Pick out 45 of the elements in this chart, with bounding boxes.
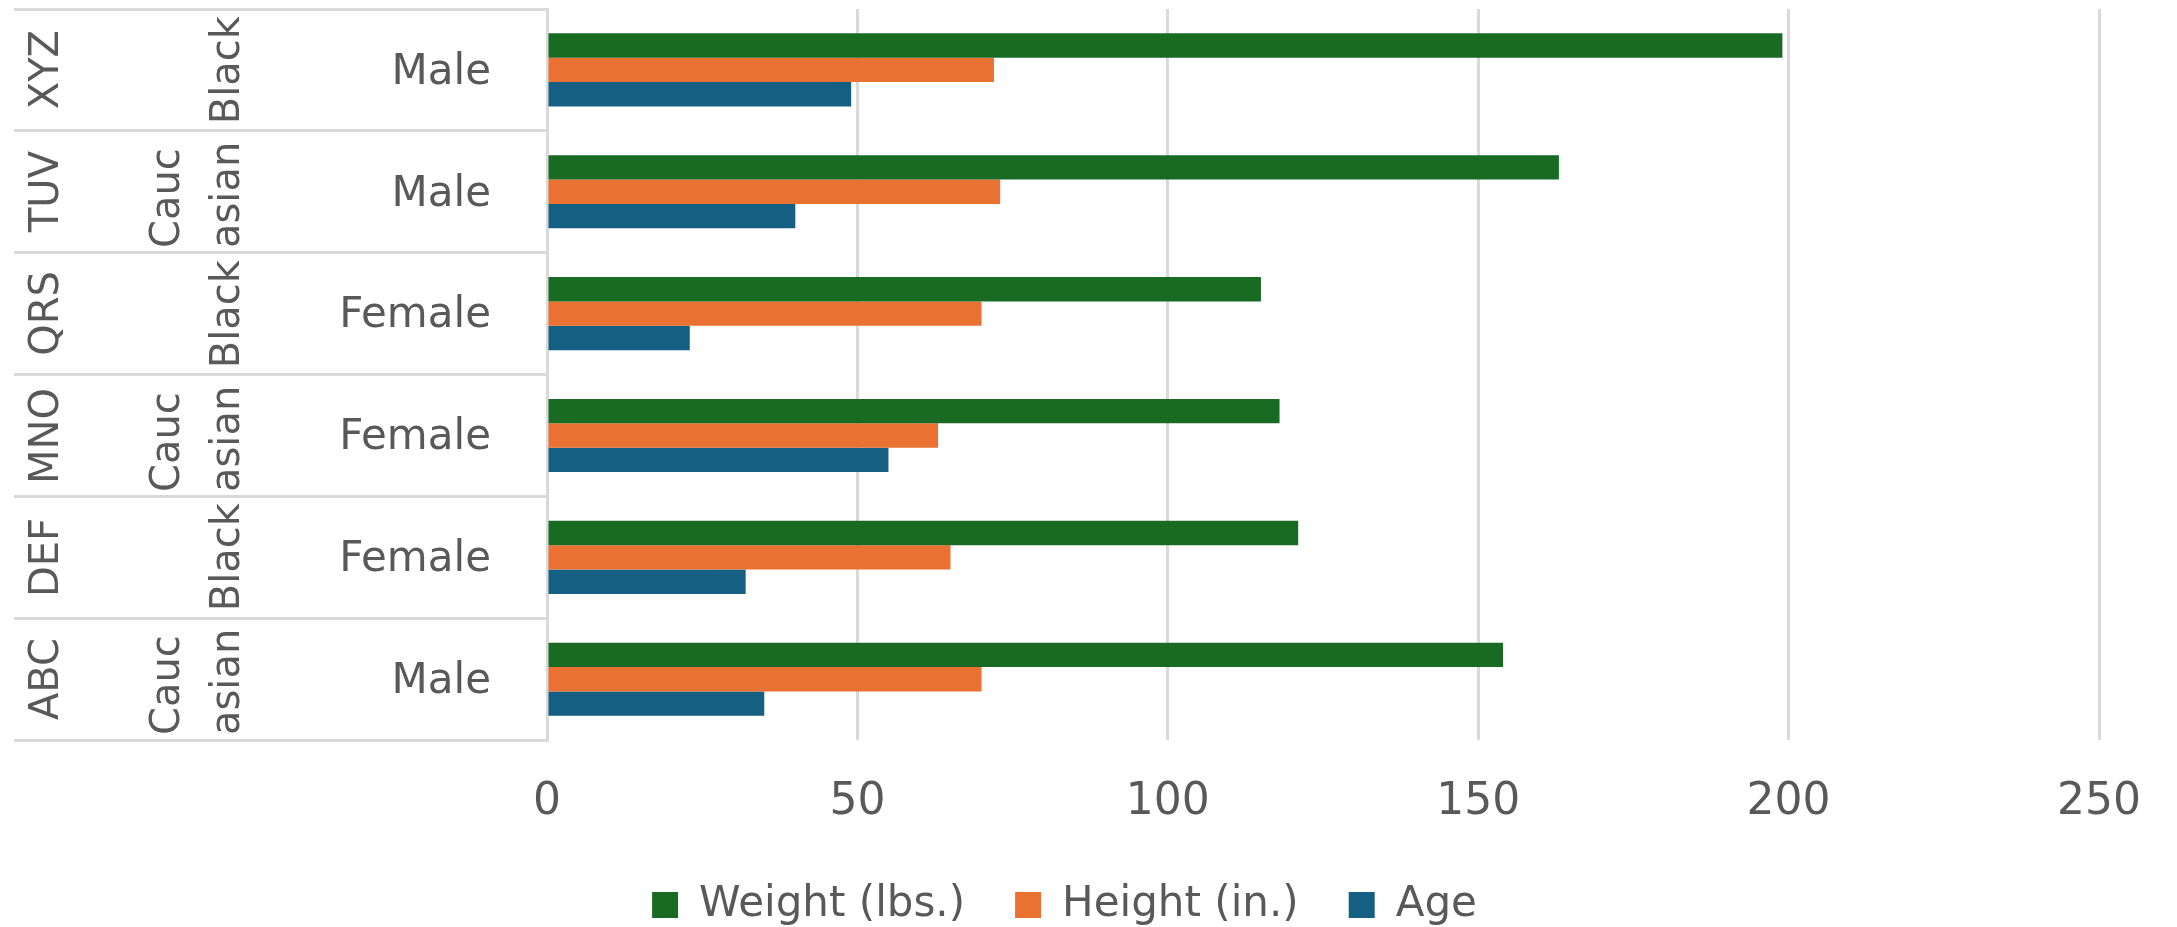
bar [548, 545, 951, 570]
legend-label: Age [1395, 876, 1477, 926]
category-label: Black [202, 503, 248, 612]
x-tick-label: 250 [2057, 773, 2141, 825]
x-tick-label: 50 [829, 773, 886, 825]
category-label: TUV [21, 151, 67, 233]
category-label: Caucasian [142, 385, 248, 492]
bar [548, 642, 1504, 668]
category-label: Male [391, 654, 491, 704]
bar [548, 155, 1559, 180]
bar [548, 203, 796, 229]
legend-label: Height (in.) [1062, 876, 1299, 926]
bar [548, 447, 889, 473]
bar [548, 179, 1001, 204]
category-label: Female [339, 410, 491, 460]
category-label: Black [202, 259, 248, 368]
bar [548, 691, 765, 716]
category-label: Caucasian [142, 141, 248, 248]
category-label: Male [391, 166, 491, 216]
bar [548, 667, 982, 692]
bar [548, 277, 1261, 302]
x-tick-label: 150 [1436, 773, 1521, 825]
category-label: ABC [21, 638, 67, 721]
bar [548, 520, 1299, 546]
category-label: QRS [21, 271, 67, 356]
bar [548, 57, 994, 83]
x-tick-label: 200 [1746, 773, 1831, 825]
bar [548, 325, 690, 351]
legend-label: Weight (lbs.) [699, 876, 966, 926]
bar [548, 569, 746, 594]
bar [548, 33, 1783, 58]
category-label: Male [391, 44, 491, 94]
x-tick-label: 0 [533, 773, 561, 825]
x-tick-label: 100 [1125, 773, 1210, 825]
category-label: Female [339, 288, 491, 338]
bar [548, 301, 982, 326]
category-label: Black [202, 15, 248, 125]
bar [548, 423, 939, 448]
category-label: XYZ [21, 30, 67, 110]
category-label: Caucasian [142, 628, 248, 736]
bar [548, 398, 1280, 424]
category-label: DEF [21, 517, 67, 597]
category-label: MNO [21, 387, 67, 484]
category-label: Female [339, 532, 491, 582]
bar [548, 82, 852, 107]
